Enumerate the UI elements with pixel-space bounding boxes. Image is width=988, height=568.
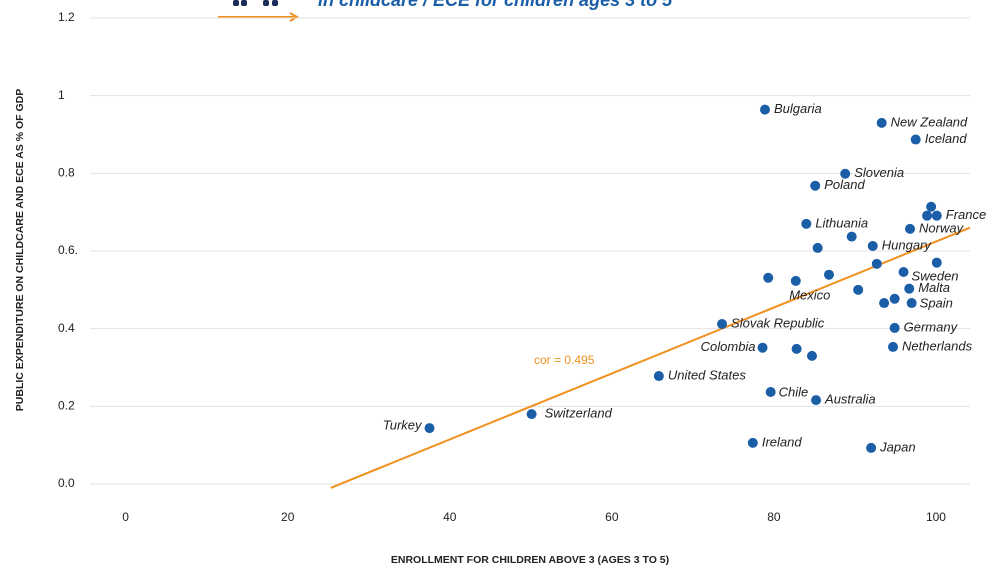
point — [763, 272, 774, 283]
point-label: Australia — [824, 392, 876, 407]
point — [866, 442, 877, 453]
point — [747, 437, 758, 448]
point-label: Hungary — [882, 237, 933, 252]
x-tick-label: 100 — [926, 510, 946, 524]
point — [905, 223, 916, 234]
point-label: Germany — [904, 319, 959, 334]
point-label: Norway — [919, 220, 965, 235]
point — [806, 350, 817, 361]
y-tick-label: 0.2 — [58, 399, 75, 413]
annotation: cor = 0.495 — [534, 353, 595, 367]
point — [931, 210, 942, 221]
y-tick-label: 1.2 — [58, 10, 75, 24]
point — [765, 386, 776, 397]
point — [791, 343, 802, 354]
point-label: Bulgaria — [774, 101, 822, 116]
point — [853, 284, 864, 295]
point — [876, 117, 887, 128]
point — [888, 341, 899, 352]
y-tick-label: 1 — [58, 88, 65, 102]
point — [759, 104, 770, 115]
point — [889, 293, 900, 304]
point — [801, 218, 812, 229]
point — [810, 180, 821, 191]
point — [931, 257, 942, 268]
header-icon — [218, 0, 300, 22]
trend-line — [330, 226, 971, 489]
point — [871, 258, 882, 269]
point — [879, 298, 890, 309]
y-tick-label: 0.4 — [58, 321, 75, 335]
point — [846, 231, 857, 242]
point — [898, 266, 909, 277]
chart-title: in childcare / ECE for children ages 3 t… — [318, 0, 673, 10]
x-tick-label: 60 — [605, 510, 619, 524]
point — [904, 283, 915, 294]
point — [922, 210, 933, 221]
point — [824, 269, 835, 280]
x-tick-label: 40 — [443, 510, 457, 524]
point-label: Slovenia — [854, 165, 904, 180]
point — [811, 395, 822, 406]
point — [926, 201, 937, 212]
point — [889, 322, 900, 333]
point — [717, 319, 728, 330]
point — [757, 342, 768, 353]
y-tick-label: 0.8 — [58, 166, 75, 180]
point-label: Lithuania — [815, 215, 868, 230]
point-label: France — [946, 207, 986, 222]
point-label: Netherlands — [902, 338, 973, 353]
point-label: New Zealand — [891, 114, 968, 129]
y-axis-title: PUBLIC EXPENDITURE ON CHILDCARE AND ECE … — [14, 89, 26, 411]
point-label: Spain — [920, 295, 953, 310]
point-label: Malta — [918, 280, 950, 295]
point — [840, 168, 851, 179]
x-tick-label: 80 — [767, 510, 781, 524]
x-tick-label: 20 — [281, 510, 295, 524]
point — [790, 275, 801, 286]
point-label: Slovak Republic — [731, 315, 825, 330]
point-label: Switzerland — [545, 406, 613, 421]
point-label: Iceland — [925, 131, 968, 146]
point-label: Sweden — [912, 268, 959, 283]
point — [424, 423, 435, 434]
point-label: United States — [668, 367, 747, 382]
point-label: Turkey — [383, 418, 423, 433]
point — [910, 134, 921, 145]
point-label: Ireland — [762, 434, 803, 449]
point-label: Japan — [879, 439, 915, 454]
point-label: Colombia — [701, 339, 756, 354]
point-label: Poland — [824, 177, 865, 192]
point-label: Chile — [779, 384, 809, 399]
x-tick-label: 0 — [122, 510, 129, 524]
point — [867, 240, 878, 251]
point — [653, 371, 664, 382]
point — [906, 298, 917, 309]
y-tick-label: 0.6. — [58, 243, 78, 257]
point-label: Mexico — [789, 287, 830, 302]
y-tick-label: 0.0 — [58, 476, 75, 490]
point — [526, 409, 537, 420]
point — [812, 242, 823, 253]
x-axis-title: ENROLLMENT FOR CHILDREN ABOVE 3 (AGES 3 … — [391, 554, 669, 566]
